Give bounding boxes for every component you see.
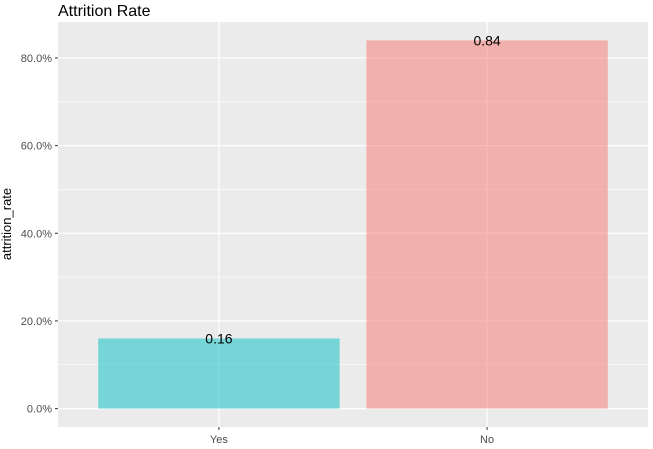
y-tick-label: 0.0%: [27, 404, 52, 416]
y-tick-label: 60.0%: [21, 141, 52, 153]
data-label-no: 0.84: [473, 32, 500, 48]
y-axis-title: attrition_rate: [0, 188, 14, 260]
y-tick-label: 20.0%: [21, 316, 52, 328]
y-tick-label: 40.0%: [21, 228, 52, 240]
bars: [98, 40, 608, 409]
x-tick-label-no: No: [480, 434, 494, 446]
chart-title: Attrition Rate: [58, 3, 151, 20]
bar-yes: [98, 338, 340, 409]
y-tick-label: 80.0%: [21, 53, 52, 65]
bar-no: [366, 40, 608, 409]
data-label-yes: 0.16: [205, 330, 232, 346]
x-tick-label-yes: Yes: [210, 434, 228, 446]
axes: 0.0% 20.0% 40.0% 60.0% 80.0% Yes No: [21, 53, 494, 446]
data-labels: 0.16 0.84: [205, 32, 501, 346]
